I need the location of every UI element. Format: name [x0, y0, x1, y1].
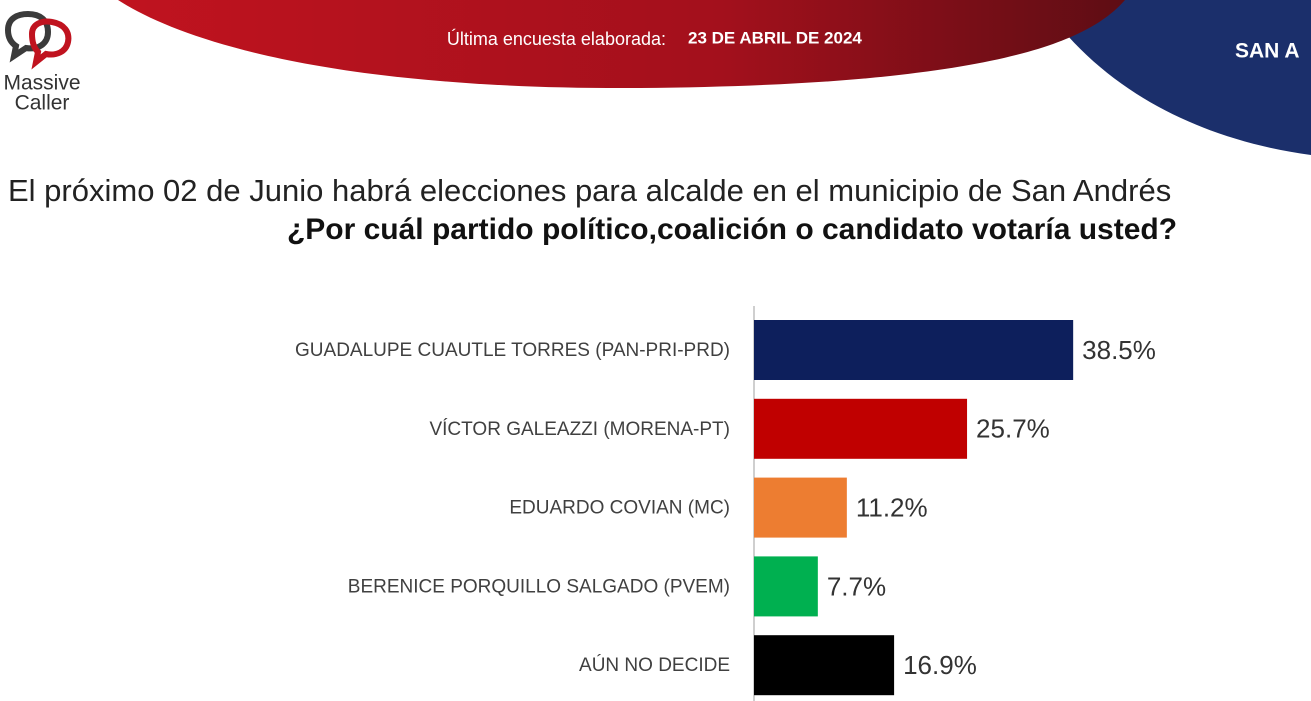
survey-label: Última encuesta elaborada: [447, 28, 666, 49]
category-label: EDUARDO COVIAN (MC) [509, 498, 730, 519]
category-label: BERENICE PORQUILLO SALGADO (PVEM) [348, 576, 730, 597]
logo-text: Massive [3, 72, 80, 95]
value-label: 25.7% [976, 414, 1050, 444]
category-label: VÍCTOR GALEAZZI (MORENA-PT) [429, 419, 730, 440]
bar [754, 320, 1074, 380]
header-shape-blue [1040, 0, 1311, 155]
survey-date: 23 DE ABRIL DE 2024 [688, 28, 862, 47]
bar [754, 398, 968, 459]
value-label: 16.9% [903, 650, 977, 680]
value-label: 38.5% [1082, 335, 1156, 365]
logo-bubble [4, 10, 52, 63]
category-label: AÚN NO DECIDE [579, 654, 730, 676]
value-label: 7.7% [827, 571, 886, 601]
value-label: 11.2% [856, 492, 928, 522]
category-label: GUADALUPE CUAUTLE TORRES (PAN-PRI-PRD) [295, 340, 730, 361]
bar [754, 635, 895, 696]
header-shape-red [118, 0, 1125, 89]
chart-subtitle: ¿Por cuál partido político,coalición o c… [287, 213, 1177, 246]
logo: Massive Caller [3, 10, 81, 115]
place: SAN A [1235, 40, 1300, 63]
bar [754, 477, 847, 538]
logo-bubble [28, 18, 72, 70]
chart-title: El próximo 02 de Junio habrá elecciones … [8, 173, 1171, 208]
bar [754, 556, 818, 617]
logo-text: Caller [15, 92, 70, 115]
